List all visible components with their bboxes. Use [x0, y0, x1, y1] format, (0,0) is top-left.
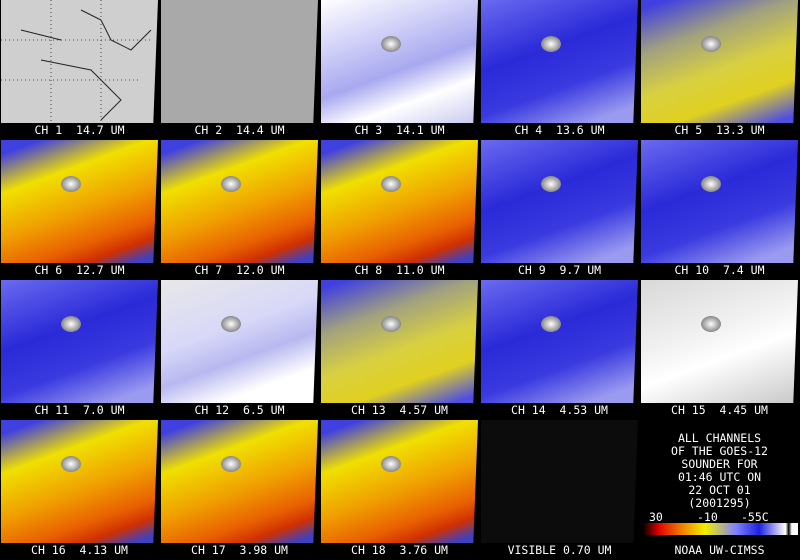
panel: CH 14 4.53 UM	[481, 280, 638, 417]
colorbar-label: 30	[649, 510, 663, 524]
panel: CH 10 7.4 UM	[641, 140, 798, 277]
panel: CH 3 14.1 UM	[321, 0, 478, 137]
channel-label: CH 16 4.13 UM	[31, 543, 128, 557]
info-line: SOUNDER FOR	[681, 457, 758, 471]
channel-image	[1, 140, 158, 263]
channel-image	[161, 280, 318, 403]
info-line: 01:46 UTC ON	[677, 470, 762, 484]
colorbar-labels: 30 -10 -55C	[641, 510, 798, 524]
channel-image	[481, 140, 638, 263]
channel-label: CH 11 7.0 UM	[34, 403, 125, 417]
channel-label: CH 9 9.7 UM	[517, 263, 602, 277]
channel-image	[321, 420, 478, 543]
map-outline	[1, 0, 152, 123]
colorbar-label: -55C	[741, 510, 769, 524]
channel-image	[641, 140, 798, 263]
channel-image	[481, 420, 638, 543]
channel-label: CH 6 12.7 UM	[34, 263, 125, 277]
channel-image	[481, 0, 638, 123]
channel-image	[161, 0, 318, 123]
channel-label: CH 2 14.4 UM	[194, 123, 285, 137]
channel-image	[641, 280, 798, 403]
info-line: ALL CHANNELS	[677, 431, 762, 445]
panel: CH 1 14.7 UM	[1, 0, 158, 137]
credit: NOAA UW-CIMSS	[674, 543, 765, 557]
panel: CH 15 4.45 UM	[641, 280, 798, 417]
channel-label: CH 1 14.7 UM	[34, 123, 125, 137]
panel: CH 6 12.7 UM	[1, 140, 158, 277]
info-panel: ALL CHANNELS OF THE GOES-12 SOUNDER FOR …	[641, 420, 798, 557]
channel-image	[1, 280, 158, 403]
channel-label: CH 17 3.98 UM	[191, 543, 288, 557]
panel: CH 16 4.13 UM	[1, 420, 158, 557]
channel-image	[1, 0, 158, 123]
panel: CH 13 4.57 UM	[321, 280, 478, 417]
channel-image	[161, 420, 318, 543]
panel: CH 7 12.0 UM	[161, 140, 318, 277]
panel: CH 2 14.4 UM	[161, 0, 318, 137]
panel: CH 8 11.0 UM	[321, 140, 478, 277]
panel: CH 17 3.98 UM	[161, 420, 318, 557]
channel-image	[321, 280, 478, 403]
channel-image	[321, 140, 478, 263]
channel-image	[641, 0, 798, 123]
panel: CH 9 9.7 UM	[481, 140, 638, 277]
channel-label: CH 13 4.57 UM	[351, 403, 448, 417]
panel: VISIBLE 0.70 UM	[481, 420, 638, 557]
channel-label: CH 5 13.3 UM	[674, 123, 765, 137]
panel: CH 12 6.5 UM	[161, 280, 318, 417]
panel: CH 11 7.0 UM	[1, 280, 158, 417]
channel-label: CH 4 13.6 UM	[514, 123, 605, 137]
channel-label: CH 7 12.0 UM	[194, 263, 285, 277]
panel: CH 4 13.6 UM	[481, 0, 638, 137]
channel-label: CH 12 6.5 UM	[194, 403, 285, 417]
channel-label: CH 8 11.0 UM	[354, 263, 445, 277]
info-line: (2001295)	[688, 496, 751, 510]
channel-label: CH 15 4.45 UM	[671, 403, 768, 417]
channel-image	[321, 0, 478, 123]
channel-image	[1, 420, 158, 543]
channel-label: CH 14 4.53 UM	[511, 403, 608, 417]
colorbar	[643, 523, 798, 535]
channel-image	[161, 140, 318, 263]
channel-label: VISIBLE 0.70 UM	[507, 543, 612, 557]
panel: CH 5 13.3 UM	[641, 0, 798, 137]
channel-label: CH 10 7.4 UM	[674, 263, 765, 277]
info-line: OF THE GOES-12	[671, 444, 768, 458]
channel-label: CH 3 14.1 UM	[354, 123, 445, 137]
channel-label: CH 18 3.76 UM	[351, 543, 448, 557]
info-line: 22 OCT 01	[688, 483, 751, 497]
colorbar-label: -10	[697, 510, 718, 524]
panel: CH 18 3.76 UM	[321, 420, 478, 557]
channel-image	[481, 280, 638, 403]
